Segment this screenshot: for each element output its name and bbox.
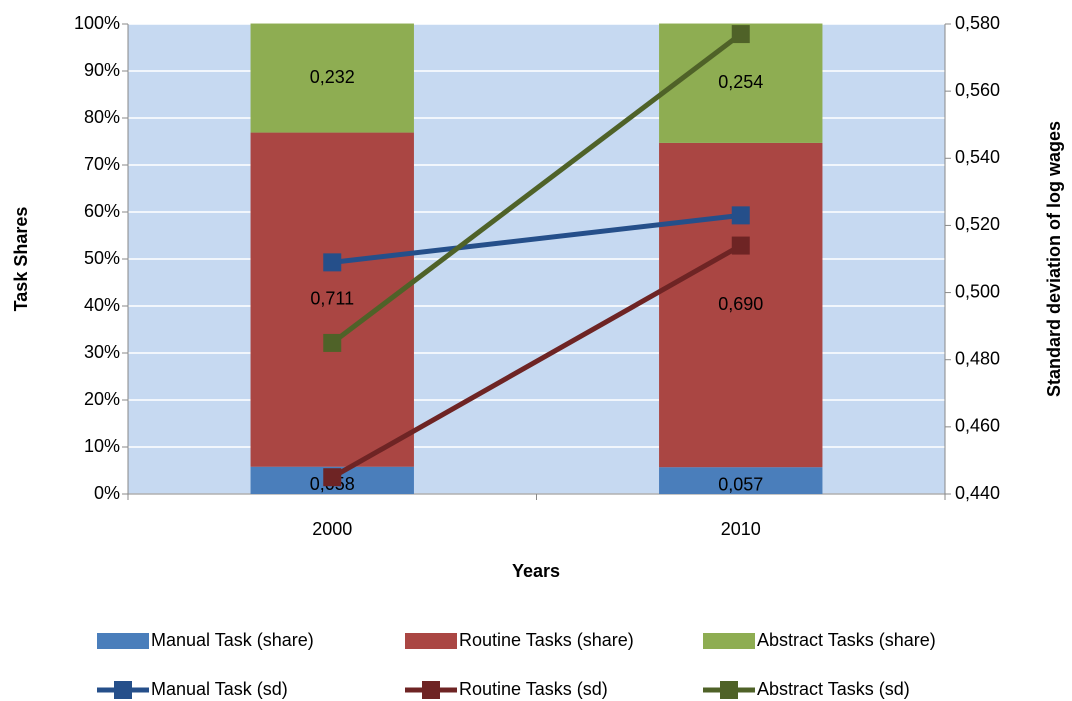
legend-swatch bbox=[97, 633, 149, 649]
legend-swatch bbox=[703, 633, 755, 649]
data-label: 0,711 bbox=[310, 288, 354, 308]
y-tick-label: 0% bbox=[94, 483, 120, 503]
legend-label: Manual Task (share) bbox=[151, 630, 314, 650]
data-label: 0,232 bbox=[310, 67, 355, 87]
y2-tick-label: 0,580 bbox=[955, 13, 1000, 33]
y-axis-title: Task Shares bbox=[11, 207, 31, 312]
y2-tick-label: 0,440 bbox=[955, 483, 1000, 503]
x-tick-label: 2000 bbox=[312, 519, 352, 539]
line-marker bbox=[323, 253, 342, 272]
line bbox=[330, 32, 743, 345]
line-marker bbox=[731, 25, 750, 44]
y2-tick-label: 0,540 bbox=[955, 147, 1000, 167]
data-label: 0,254 bbox=[718, 72, 763, 92]
y-tick-label: 50% bbox=[84, 248, 120, 268]
bar-segment bbox=[250, 23, 414, 133]
bar-segment bbox=[659, 23, 823, 143]
y-tick-label: 20% bbox=[84, 389, 120, 409]
y2-tick-label: 0,520 bbox=[955, 214, 1000, 234]
y-tick-label: 30% bbox=[84, 342, 120, 362]
legend-label: Routine Tasks (share) bbox=[459, 630, 634, 650]
bar-segment bbox=[659, 467, 823, 494]
legend-marker bbox=[422, 681, 440, 699]
line-marker bbox=[731, 236, 750, 255]
x-axis-title: Years bbox=[512, 561, 560, 581]
data-label: 0,690 bbox=[718, 294, 763, 314]
legend-label: Abstract Tasks (share) bbox=[757, 630, 936, 650]
y-tick-label: 80% bbox=[84, 107, 120, 127]
bar-segment bbox=[659, 142, 823, 468]
y2-tick-label: 0,460 bbox=[955, 416, 1000, 436]
y2-axis-title: Standard deviation of log wages bbox=[1044, 121, 1064, 397]
line bbox=[331, 212, 742, 265]
legend-marker bbox=[720, 681, 738, 699]
line-marker bbox=[323, 333, 342, 352]
y-tick-label: 60% bbox=[84, 201, 120, 221]
legend-marker bbox=[114, 681, 132, 699]
y-tick-label: 40% bbox=[84, 295, 120, 315]
y-tick-label: 90% bbox=[84, 60, 120, 80]
y-tick-label: 10% bbox=[84, 436, 120, 456]
x-tick-label: 2010 bbox=[721, 519, 761, 539]
line-marker bbox=[731, 206, 750, 225]
legend-label: Abstract Tasks (sd) bbox=[757, 679, 910, 699]
line-marker bbox=[323, 468, 342, 487]
y-tick-label: 100% bbox=[74, 13, 120, 33]
legend-label: Routine Tasks (sd) bbox=[459, 679, 608, 699]
line bbox=[331, 243, 742, 480]
legend-swatch bbox=[405, 633, 457, 649]
y2-tick-label: 0,480 bbox=[955, 348, 1000, 368]
data-label: 0,057 bbox=[718, 474, 763, 494]
y2-tick-label: 0,500 bbox=[955, 281, 1000, 301]
legend-label: Manual Task (sd) bbox=[151, 679, 288, 699]
y-tick-label: 70% bbox=[84, 154, 120, 174]
y2-tick-label: 0,560 bbox=[955, 80, 1000, 100]
